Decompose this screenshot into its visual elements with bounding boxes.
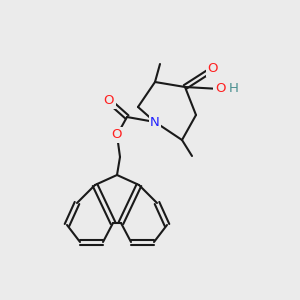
Text: O: O bbox=[112, 128, 122, 142]
Text: O: O bbox=[208, 62, 218, 76]
Text: O: O bbox=[104, 94, 114, 107]
Text: N: N bbox=[150, 116, 160, 128]
Text: H: H bbox=[229, 82, 239, 94]
Text: O: O bbox=[215, 82, 225, 94]
